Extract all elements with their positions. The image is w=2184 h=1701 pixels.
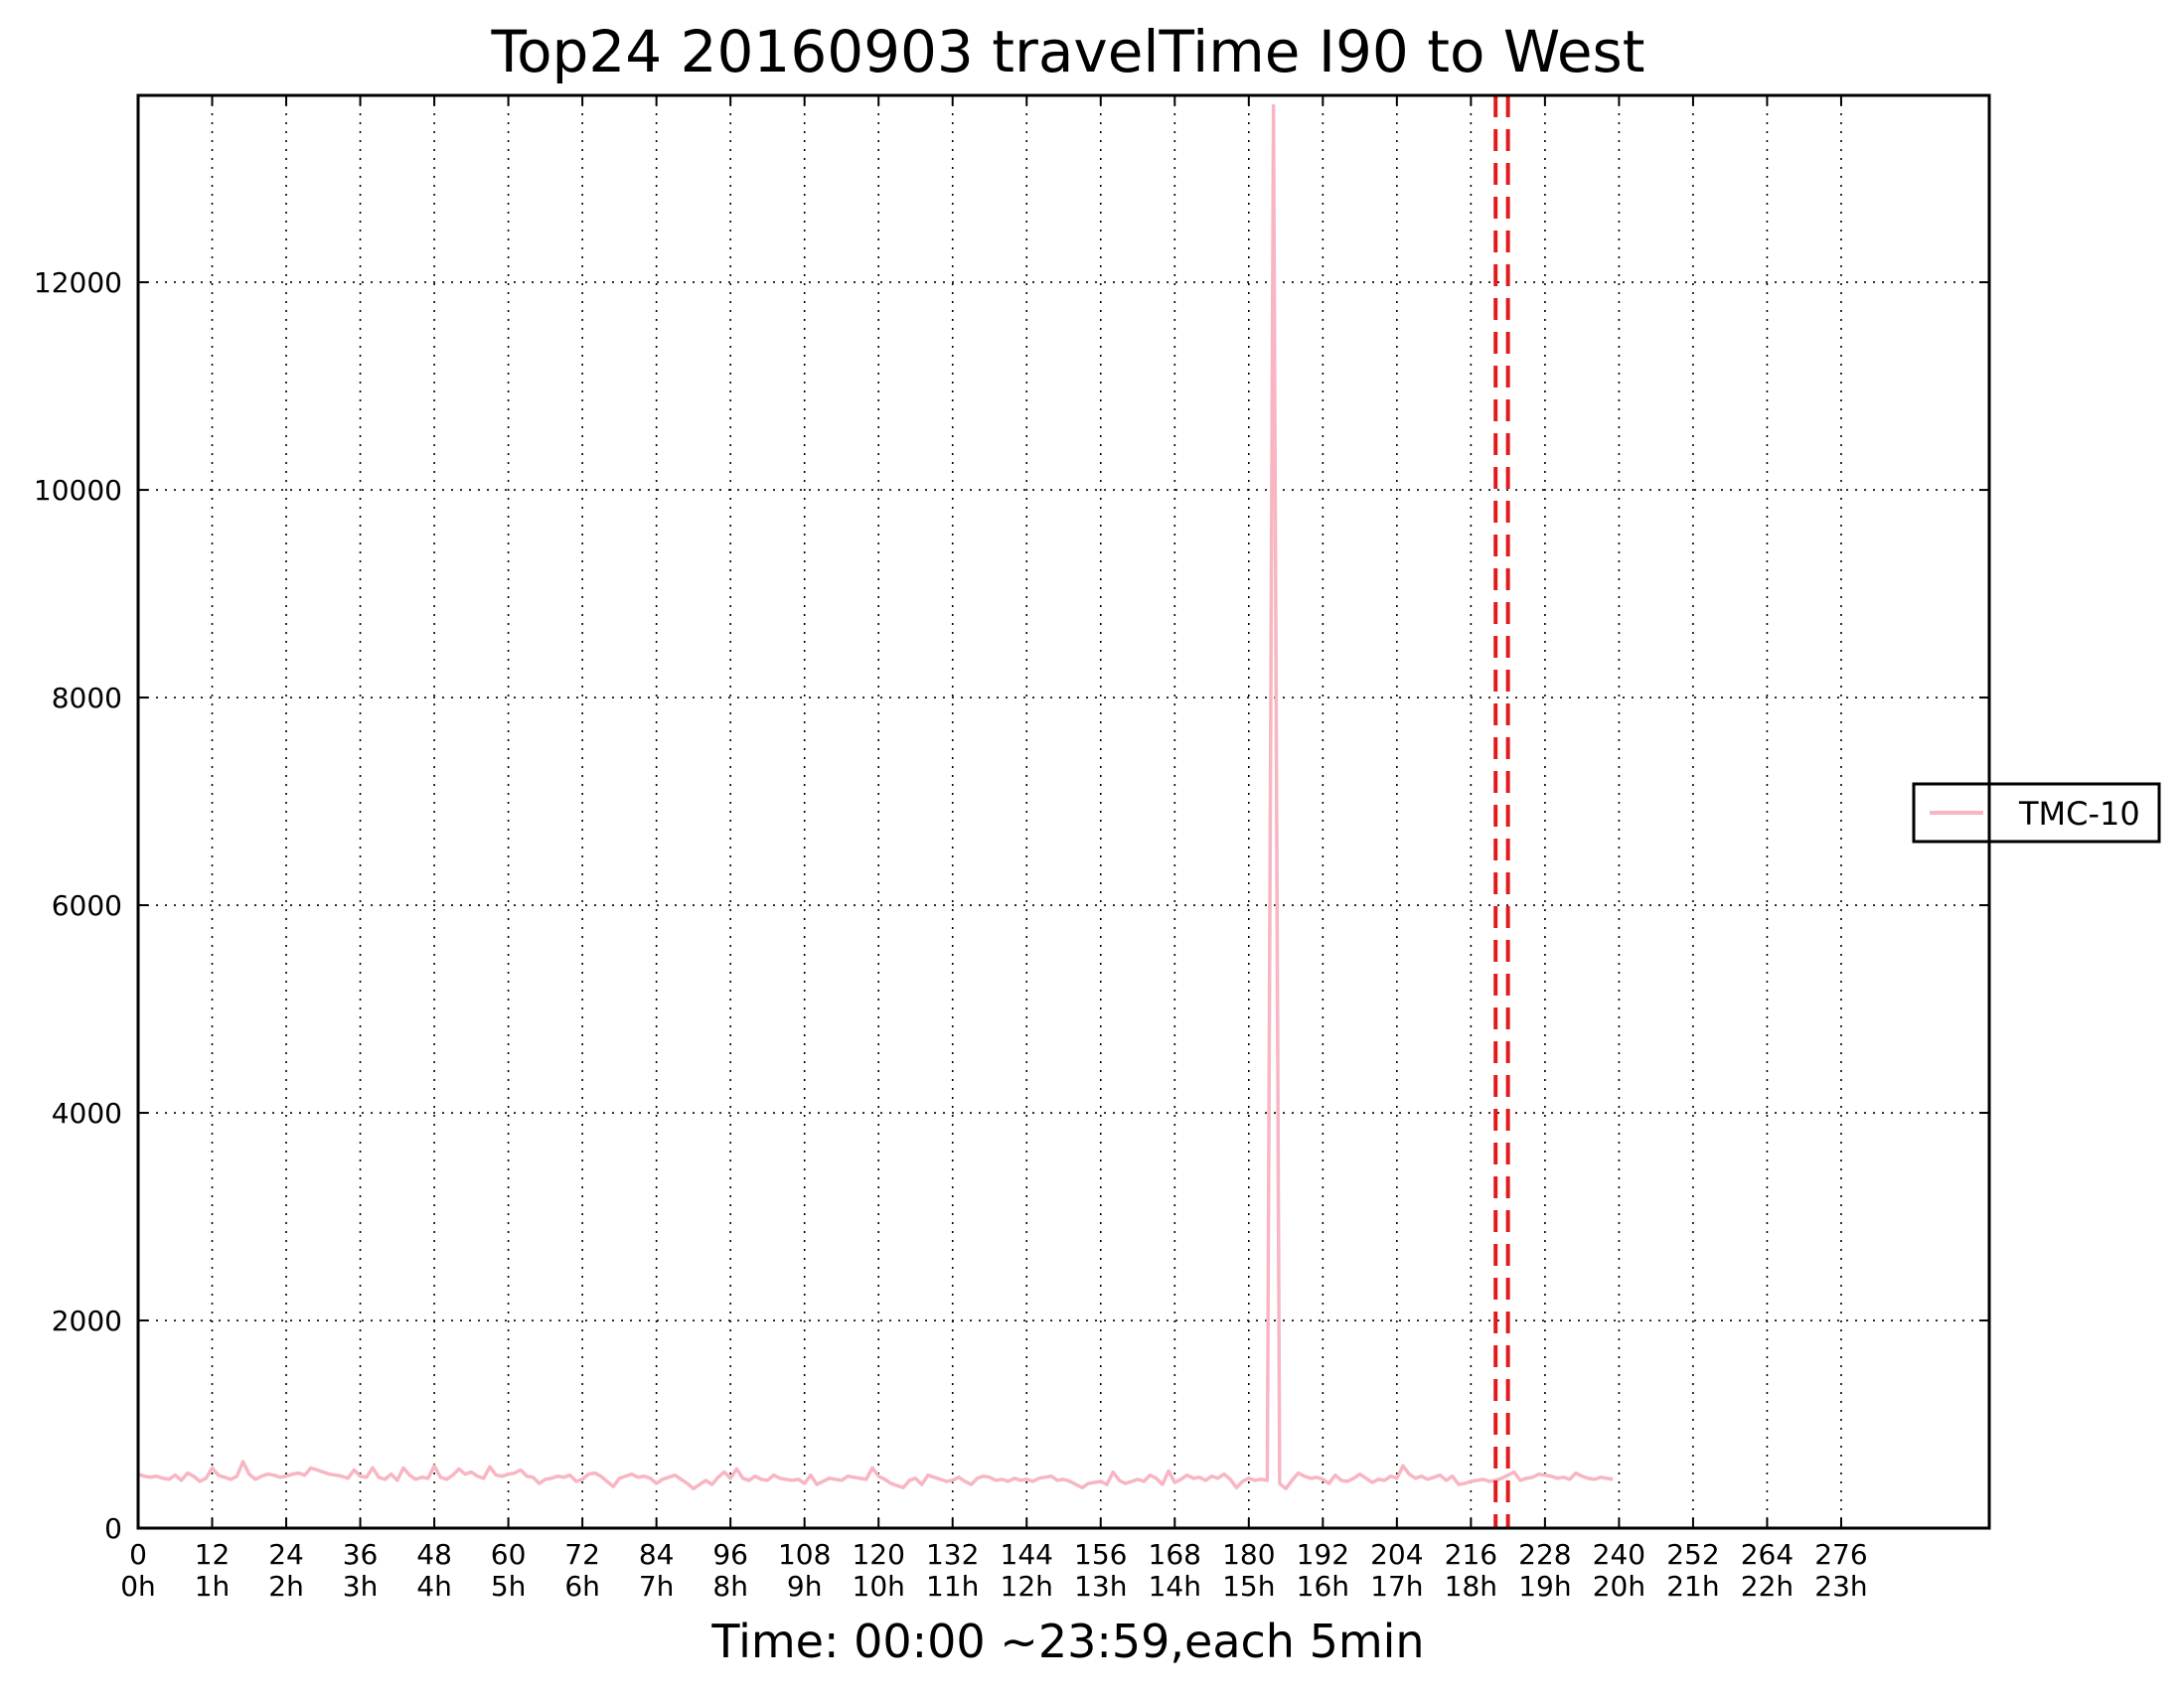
x-tick-hour-label: 6h bbox=[564, 1570, 600, 1603]
x-tick-label: 216 bbox=[1445, 1538, 1497, 1571]
x-tick-label: 108 bbox=[778, 1538, 831, 1571]
x-tick-label: 36 bbox=[343, 1538, 379, 1571]
x-tick-hour-label: 3h bbox=[343, 1570, 379, 1603]
x-tick-hour-label: 11h bbox=[926, 1570, 979, 1603]
y-tick-label: 2000 bbox=[52, 1305, 122, 1337]
vertical-markers bbox=[1493, 95, 1510, 1528]
x-tick-label: 72 bbox=[564, 1538, 600, 1571]
y-tick-label: 8000 bbox=[52, 682, 122, 714]
x-tick-label: 132 bbox=[926, 1538, 979, 1571]
x-tick-hour-label: 1h bbox=[195, 1570, 231, 1603]
x-tick-label: 120 bbox=[852, 1538, 904, 1571]
x-tick-hour-label: 17h bbox=[1370, 1570, 1423, 1603]
x-tick-label: 156 bbox=[1074, 1538, 1127, 1571]
y-tick-label: 0 bbox=[104, 1512, 122, 1545]
x-tick-hour-label: 10h bbox=[853, 1570, 905, 1603]
x-tick-label: 84 bbox=[639, 1538, 675, 1571]
x-tick-hour-label: 18h bbox=[1445, 1570, 1497, 1603]
y-tick-label: 6000 bbox=[52, 889, 122, 922]
x-tick-label: 252 bbox=[1666, 1538, 1719, 1571]
x-tick-hour-label: 7h bbox=[639, 1570, 675, 1603]
x-tick-hour-label: 14h bbox=[1149, 1570, 1201, 1603]
x-tick-hour-label: 8h bbox=[712, 1570, 748, 1603]
x-tick-hour-label: 21h bbox=[1666, 1570, 1719, 1603]
y-tick-label: 4000 bbox=[52, 1097, 122, 1130]
x-tick-hour-label: 5h bbox=[491, 1570, 527, 1603]
plot-frame bbox=[136, 93, 1991, 1530]
x-tick-label: 24 bbox=[268, 1538, 304, 1571]
x-tick-hour-label: 9h bbox=[787, 1570, 823, 1603]
x-tick-hour-label: 13h bbox=[1074, 1570, 1127, 1603]
x-tick-label: 168 bbox=[1149, 1538, 1201, 1571]
x-tick-label: 228 bbox=[1518, 1538, 1571, 1571]
x-tick-hour-label: 4h bbox=[416, 1570, 452, 1603]
x-tick-hour-label: 19h bbox=[1518, 1570, 1571, 1603]
x-tick-hour-label: 16h bbox=[1297, 1570, 1349, 1603]
x-tick-label: 12 bbox=[195, 1538, 231, 1571]
x-tick-label: 264 bbox=[1741, 1538, 1794, 1571]
grid bbox=[138, 95, 1989, 1528]
x-tick-hour-label: 12h bbox=[1001, 1570, 1053, 1603]
x-tick-hour-label: 2h bbox=[268, 1570, 304, 1603]
x-tick-label: 96 bbox=[712, 1538, 748, 1571]
x-tick-label: 204 bbox=[1370, 1538, 1423, 1571]
series-line-tmc-10 bbox=[137, 103, 1614, 1491]
x-tick-hour-label: 15h bbox=[1222, 1570, 1275, 1603]
x-tick-label: 276 bbox=[1814, 1538, 1867, 1571]
x-tick-label: 60 bbox=[491, 1538, 527, 1571]
legend: TMC-10 bbox=[1912, 782, 2161, 844]
x-axis-label: Time: 00:00 ~23:59,each 5min bbox=[710, 1615, 1424, 1668]
chart-title: Top24 20160903 travelTime I90 to West bbox=[491, 18, 1645, 85]
x-tick-label: 192 bbox=[1297, 1538, 1349, 1571]
x-tick-hour-label: 0h bbox=[120, 1570, 156, 1603]
x-tick-label: 0 bbox=[129, 1538, 147, 1571]
x-tick-hour-label: 23h bbox=[1814, 1570, 1867, 1603]
y-axis-ticks: 0 2000 4000 6000 8000 10000 12000 bbox=[34, 266, 1989, 1545]
y-tick-label: 10000 bbox=[34, 474, 122, 507]
x-tick-label: 144 bbox=[1001, 1538, 1053, 1571]
series-layer bbox=[137, 103, 1614, 1491]
x-tick-label: 240 bbox=[1593, 1538, 1645, 1571]
y-tick-label: 12000 bbox=[34, 266, 122, 299]
legend-label-tmc-10: TMC-10 bbox=[2018, 795, 2140, 833]
x-tick-hour-label: 20h bbox=[1593, 1570, 1645, 1603]
x-tick-label: 180 bbox=[1222, 1538, 1275, 1571]
x-tick-label: 48 bbox=[416, 1538, 452, 1571]
x-tick-hour-label: 22h bbox=[1741, 1570, 1794, 1603]
